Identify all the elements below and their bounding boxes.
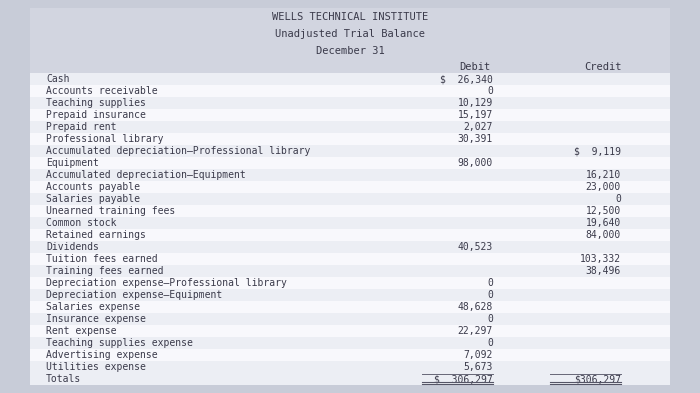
Text: 2,027: 2,027 <box>463 122 493 132</box>
Text: Accumulated depreciation–Professional library: Accumulated depreciation–Professional li… <box>46 146 310 156</box>
Text: 16,210: 16,210 <box>585 170 621 180</box>
Text: Tuition fees earned: Tuition fees earned <box>46 254 158 264</box>
Bar <box>30 157 670 169</box>
Bar <box>30 133 670 145</box>
Bar <box>30 241 670 253</box>
Text: Cash: Cash <box>46 74 69 84</box>
Text: Credit: Credit <box>584 61 622 72</box>
Text: Insurance expense: Insurance expense <box>46 314 146 324</box>
Text: Totals: Totals <box>46 374 81 384</box>
Bar <box>30 361 670 373</box>
Text: 15,197: 15,197 <box>458 110 493 120</box>
Text: Unadjusted Trial Balance: Unadjusted Trial Balance <box>275 29 425 39</box>
Text: Accounts receivable: Accounts receivable <box>46 86 158 96</box>
Text: 0: 0 <box>615 194 621 204</box>
Text: 30,391: 30,391 <box>458 134 493 144</box>
Bar <box>30 373 670 385</box>
Text: 103,332: 103,332 <box>580 254 621 264</box>
Text: Training fees earned: Training fees earned <box>46 266 164 276</box>
Text: Advertising expense: Advertising expense <box>46 350 158 360</box>
Text: 22,297: 22,297 <box>458 326 493 336</box>
Text: WELLS TECHNICAL INSTITUTE: WELLS TECHNICAL INSTITUTE <box>272 12 428 22</box>
Bar <box>30 181 670 193</box>
Text: 38,496: 38,496 <box>585 266 621 276</box>
Text: 84,000: 84,000 <box>585 230 621 240</box>
Bar <box>30 229 670 241</box>
Text: 48,628: 48,628 <box>458 302 493 312</box>
Bar <box>30 73 670 85</box>
Text: $  306,297: $ 306,297 <box>434 374 493 384</box>
Bar <box>30 169 670 181</box>
Bar <box>30 337 670 349</box>
Text: Teaching supplies: Teaching supplies <box>46 98 146 108</box>
Text: Rent expense: Rent expense <box>46 326 116 336</box>
Text: 0: 0 <box>487 290 493 300</box>
Text: Depreciation expense–Equipment: Depreciation expense–Equipment <box>46 290 223 300</box>
Text: 23,000: 23,000 <box>585 182 621 192</box>
Text: 5,673: 5,673 <box>463 362 493 372</box>
Text: Dividends: Dividends <box>46 242 99 252</box>
Text: 0: 0 <box>487 314 493 324</box>
Bar <box>30 349 670 361</box>
Bar <box>30 121 670 133</box>
Text: Prepaid rent: Prepaid rent <box>46 122 116 132</box>
Text: 12,500: 12,500 <box>585 206 621 216</box>
Text: 7,092: 7,092 <box>463 350 493 360</box>
Text: Salaries expense: Salaries expense <box>46 302 140 312</box>
Text: Depreciation expense–Professional library: Depreciation expense–Professional librar… <box>46 278 287 288</box>
Text: 0: 0 <box>487 86 493 96</box>
Text: Salaries payable: Salaries payable <box>46 194 140 204</box>
Text: Accounts payable: Accounts payable <box>46 182 140 192</box>
Bar <box>30 97 670 109</box>
Bar <box>30 109 670 121</box>
Text: 10,129: 10,129 <box>458 98 493 108</box>
Text: $  9,119: $ 9,119 <box>574 146 621 156</box>
Bar <box>30 60 670 73</box>
Bar <box>30 265 670 277</box>
Bar <box>30 277 670 289</box>
Text: Common stock: Common stock <box>46 218 116 228</box>
Text: Equipment: Equipment <box>46 158 99 168</box>
Text: $  26,340: $ 26,340 <box>440 74 493 84</box>
Text: Accumulated depreciation–Equipment: Accumulated depreciation–Equipment <box>46 170 246 180</box>
Bar <box>30 217 670 229</box>
Bar <box>30 289 670 301</box>
Bar <box>30 313 670 325</box>
Bar <box>30 85 670 97</box>
Text: Utilities expense: Utilities expense <box>46 362 146 372</box>
Bar <box>30 205 670 217</box>
Text: 19,640: 19,640 <box>585 218 621 228</box>
Text: 0: 0 <box>487 278 493 288</box>
Text: Professional library: Professional library <box>46 134 164 144</box>
Bar <box>30 253 670 265</box>
Bar <box>30 193 670 205</box>
Text: Prepaid insurance: Prepaid insurance <box>46 110 146 120</box>
Text: Debit: Debit <box>459 61 491 72</box>
Text: 40,523: 40,523 <box>458 242 493 252</box>
Text: Teaching supplies expense: Teaching supplies expense <box>46 338 193 348</box>
Bar <box>30 8 670 60</box>
Bar <box>30 301 670 313</box>
Text: 0: 0 <box>487 338 493 348</box>
Text: Unearned training fees: Unearned training fees <box>46 206 175 216</box>
Text: $306,297: $306,297 <box>574 374 621 384</box>
Bar <box>30 145 670 157</box>
Bar <box>30 325 670 337</box>
Text: December 31: December 31 <box>316 46 384 56</box>
Text: Retained earnings: Retained earnings <box>46 230 146 240</box>
Text: 98,000: 98,000 <box>458 158 493 168</box>
